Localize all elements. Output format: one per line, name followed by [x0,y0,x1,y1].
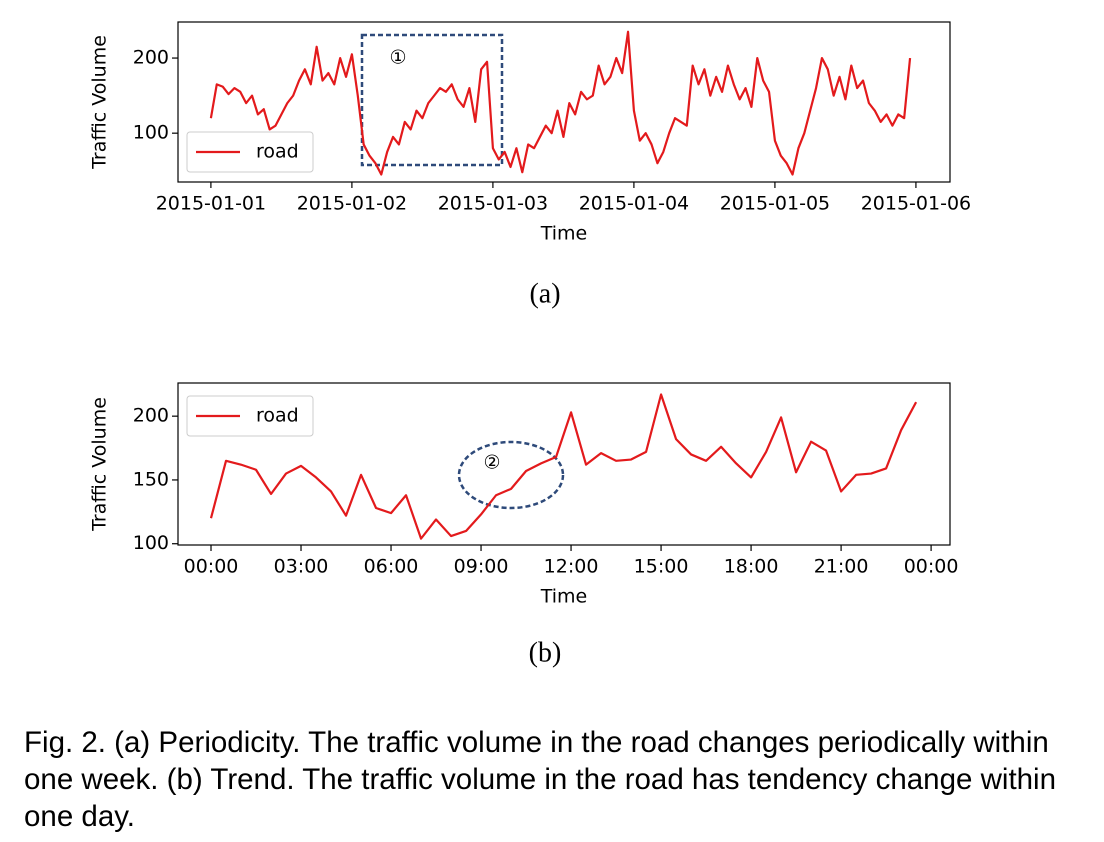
y-tick-label: 100 [133,532,169,554]
plot-frame [177,21,951,183]
subcaption: (a) [529,278,560,309]
y-axis-label: Traffic Volume [89,35,111,170]
x-tick-label: 06:00 [364,556,419,578]
highlight-box [360,33,504,167]
x-tick-label: 2015-01-03 [438,193,548,215]
x-axis-label: Time [540,586,588,608]
x-tick-label: 2015-01-01 [156,193,266,215]
x-axis-label: Time [540,223,588,245]
highlight-ellipse [457,440,565,510]
x-tick-label: 18:00 [724,556,779,578]
y-tick-label: 200 [133,47,169,69]
x-tick-label: 00:00 [904,556,959,578]
y-tick-label: 150 [133,468,169,490]
y-tick-label: 200 [133,405,169,427]
x-tick-label: 15:00 [634,556,689,578]
legend-label: road [256,141,299,163]
data-line [209,393,918,540]
x-tick-label: 03:00 [274,556,329,578]
plot-frame [177,382,951,546]
x-tick-label: 2015-01-04 [579,193,689,215]
x-tick-label: 21:00 [814,556,869,578]
annotation: ② [483,452,500,474]
x-tick-label: 09:00 [454,556,509,578]
x-tick-label: 12:00 [544,556,599,578]
y-axis-label: Traffic Volume [89,397,111,532]
x-tick-label: 2015-01-06 [861,193,971,215]
legend-label: road [256,405,299,427]
data-line [209,30,912,176]
subcaption: (b) [529,637,562,668]
x-tick-label: 2015-01-02 [297,193,407,215]
legend-box [186,395,314,437]
annotation: ① [389,47,406,69]
legend-box [186,131,314,173]
x-tick-label: 00:00 [184,556,239,578]
x-tick-label: 2015-01-05 [720,193,830,215]
caption: Fig. 2. (a) Periodicity. The traffic vol… [24,726,1057,833]
y-tick-label: 100 [133,122,169,144]
